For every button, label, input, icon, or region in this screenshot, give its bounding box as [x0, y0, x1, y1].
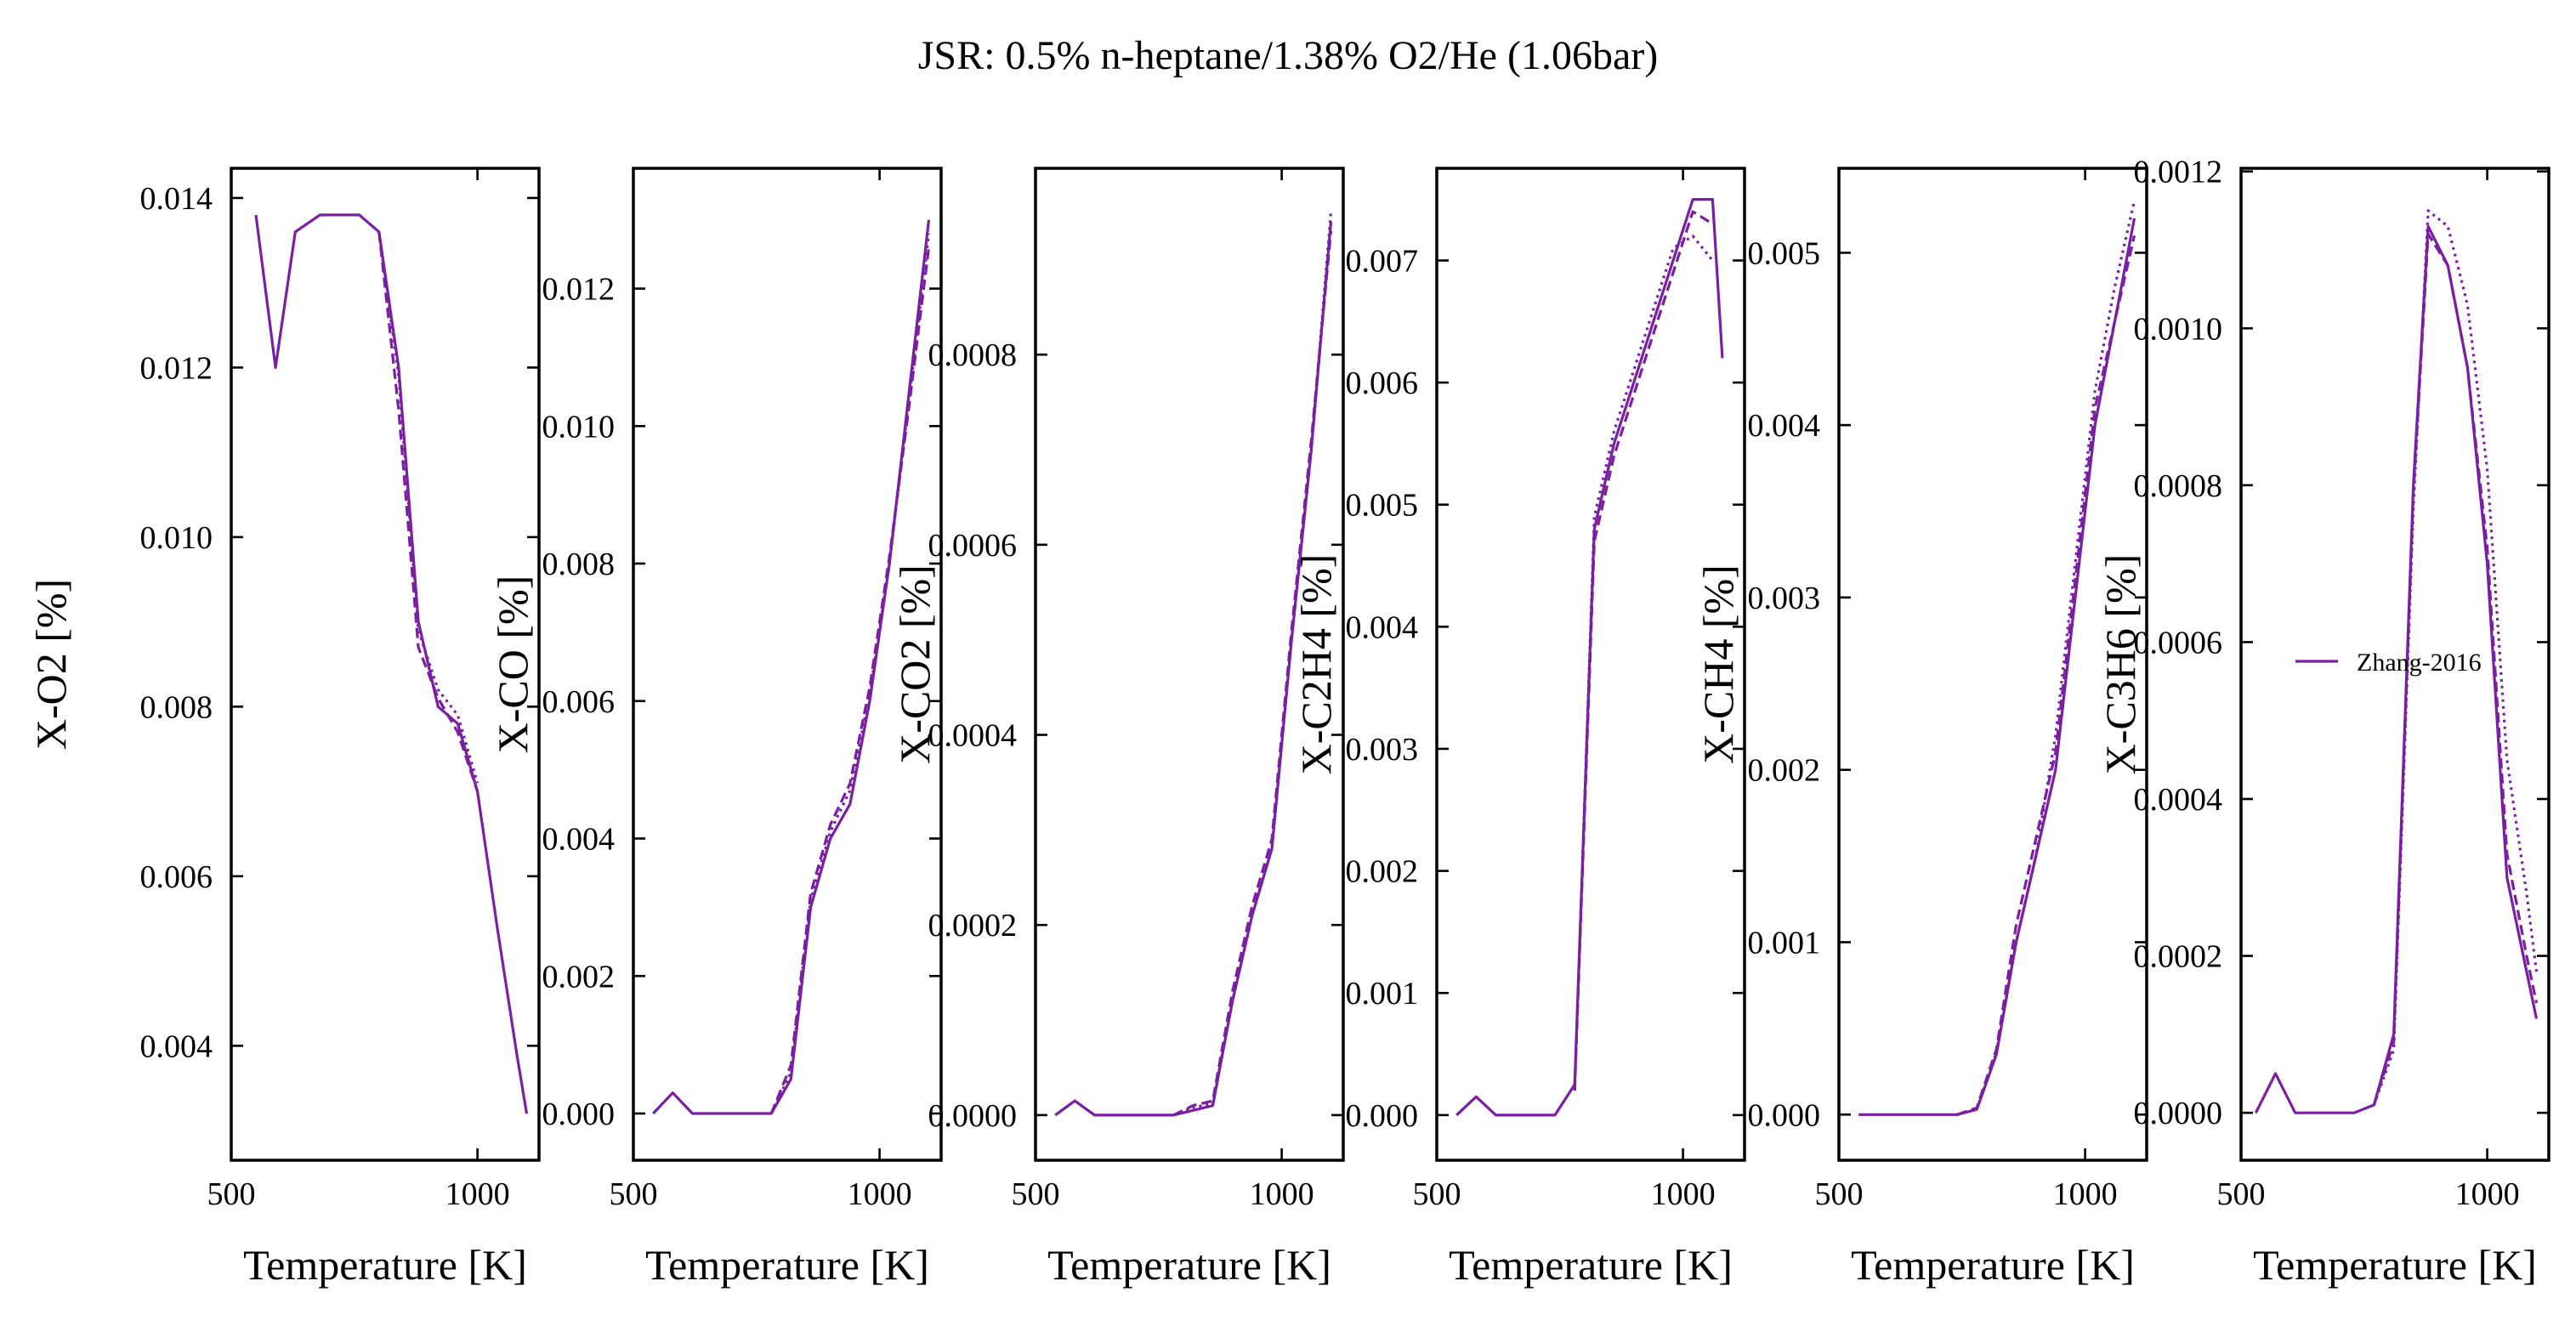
- legend-entry: Zhang-2016: [2357, 649, 2482, 677]
- y-tick-label: 0.002: [1346, 854, 1419, 890]
- y-tick-label: 0.003: [1748, 581, 1821, 616]
- y-tick-label: 0.0010: [2134, 311, 2223, 347]
- y-tick-label: 0.0006: [2134, 625, 2223, 660]
- y-tick-label: 0.012: [542, 272, 616, 308]
- y-tick-label: 0.0008: [928, 337, 1018, 373]
- y-tick-label: 0.0000: [928, 1098, 1018, 1134]
- subplot-5: 0.000 0.001 0.002 0.003 0.004 0.005 500 1000 Tem…: [1694, 167, 2148, 1289]
- series-line-dotted: [1573, 235, 1714, 1091]
- x-tick-label: 500: [610, 1176, 658, 1212]
- y-tick-label: 0.002: [542, 959, 616, 994]
- series-line-dotted: [769, 233, 931, 1114]
- y-tick-label: 0.005: [1748, 235, 1821, 271]
- y-tick-label: 0.006: [1346, 366, 1419, 401]
- x-axis-label: Temperature [K]: [1851, 1241, 2135, 1289]
- series-line-solid: [254, 213, 529, 1114]
- y-tick-label: 0.005: [1346, 488, 1419, 524]
- y-tick-label: 0.004: [542, 822, 616, 858]
- subplot-4: 0.000 0.001 0.002 0.003 0.004 0.005 0.006 0.007…: [1292, 167, 1746, 1289]
- series-line-dotted: [1956, 201, 2136, 1116]
- x-tick-label: 1000: [445, 1176, 510, 1212]
- series-line-dashed: [1573, 210, 1714, 1091]
- x-tick-label: 500: [1413, 1176, 1461, 1212]
- y-tick-label: 0.008: [542, 547, 616, 582]
- series-line-solid: [1455, 198, 1724, 1117]
- subplot-1: 0.004 0.006 0.008 0.010 0.012 0.014 500 1000 Tem…: [27, 167, 541, 1289]
- x-axis-label: Temperature [K]: [243, 1241, 527, 1289]
- y-tick-label: 0.006: [140, 859, 213, 895]
- y-tick-label: 0.004: [1346, 609, 1419, 645]
- x-tick-label: 500: [1815, 1176, 1864, 1212]
- x-axis-label: Temperature [K]: [1449, 1241, 1733, 1289]
- subplot-6: 0.0000 0.0002 0.0004 0.0006 0.0008 0.0010 0.00…: [2097, 155, 2550, 1289]
- y-tick-label: 0.000: [542, 1096, 616, 1132]
- x-axis-label: Temperature [K]: [2253, 1241, 2537, 1289]
- x-tick-label: 1000: [1250, 1176, 1314, 1212]
- y-tick-label: 0.0012: [2134, 155, 2223, 190]
- subplot-3: 0.0000 0.0002 0.0004 0.0006 0.0008 500 1000 Tem…: [891, 167, 1345, 1289]
- y-tick-label: 0.001: [1748, 925, 1821, 960]
- series-line-dashed: [1172, 230, 1333, 1117]
- y-axis-label: X-O2 [%]: [27, 579, 75, 750]
- y-axis-label: X-CO [%]: [489, 575, 536, 754]
- axes-frame: [632, 167, 943, 1162]
- y-tick-label: 0.0008: [2134, 468, 2223, 504]
- y-axis-label: X-C3H6 [%]: [2097, 554, 2144, 775]
- y-axis-label: X-CH4 [%]: [1694, 564, 1742, 764]
- axes-frame: [1435, 167, 1746, 1162]
- y-tick-label: 0.014: [140, 181, 213, 217]
- x-axis-label: Temperature [K]: [645, 1241, 929, 1289]
- y-tick-label: 0.000: [1346, 1098, 1419, 1134]
- y-tick-label: 0.012: [140, 350, 213, 386]
- x-tick-label: 500: [1012, 1176, 1060, 1212]
- y-tick-label: 0.0000: [2134, 1096, 2223, 1131]
- subplots: 0.004 0.006 0.008 0.010 0.012 0.014 500 1000 Tem…: [27, 155, 2550, 1289]
- x-tick-label: 1000: [2053, 1176, 2118, 1212]
- y-tick-label: 0.0002: [928, 908, 1018, 944]
- series-line-dashed: [377, 231, 479, 792]
- y-tick-label: 0.010: [140, 520, 213, 556]
- x-tick-label: 1000: [2455, 1176, 2520, 1212]
- x-tick-label: 1000: [1651, 1176, 1716, 1212]
- y-tick-label: 0.0004: [2134, 782, 2223, 818]
- y-tick-label: 0.007: [1346, 243, 1419, 279]
- series-line-solid: [652, 219, 931, 1115]
- figure-title: JSR: 0.5% n-heptane/1.38% O2/He (1.06bar…: [917, 33, 1659, 78]
- subplot-2: 0.000 0.002 0.004 0.006 0.008 0.010 0.012 500 10…: [489, 167, 943, 1289]
- y-tick-label: 0.004: [140, 1028, 213, 1064]
- y-tick-label: 0.004: [1748, 408, 1821, 444]
- y-tick-label: 0.010: [542, 409, 616, 445]
- axes-frame: [1034, 167, 1345, 1162]
- axes-frame: [230, 167, 541, 1162]
- x-tick-label: 500: [2217, 1176, 2266, 1212]
- y-tick-label: 0.002: [1748, 753, 1821, 789]
- axes-frame: [2239, 167, 2550, 1162]
- y-tick-label: 0.000: [1748, 1097, 1821, 1133]
- y-tick-label: 0.0006: [928, 528, 1018, 564]
- series-line-dotted: [1172, 212, 1333, 1117]
- x-tick-label: 500: [207, 1176, 256, 1212]
- y-tick-label: 0.0002: [2134, 939, 2223, 975]
- x-tick-label: 1000: [848, 1176, 912, 1212]
- x-axis-label: Temperature [K]: [1047, 1241, 1331, 1289]
- y-axis-label: X-CO2 [%]: [891, 564, 939, 764]
- axes-frame: [1837, 167, 2148, 1162]
- series-line-dotted: [377, 231, 479, 784]
- series-line-solid: [1858, 218, 2136, 1116]
- y-tick-label: 0.006: [542, 684, 616, 720]
- y-tick-label: 0.001: [1346, 976, 1419, 1012]
- y-tick-label: 0.0004: [928, 718, 1018, 754]
- y-tick-label: 0.008: [140, 689, 213, 725]
- y-axis-label: X-C2H4 [%]: [1292, 554, 1340, 775]
- y-tick-label: 0.003: [1346, 732, 1419, 768]
